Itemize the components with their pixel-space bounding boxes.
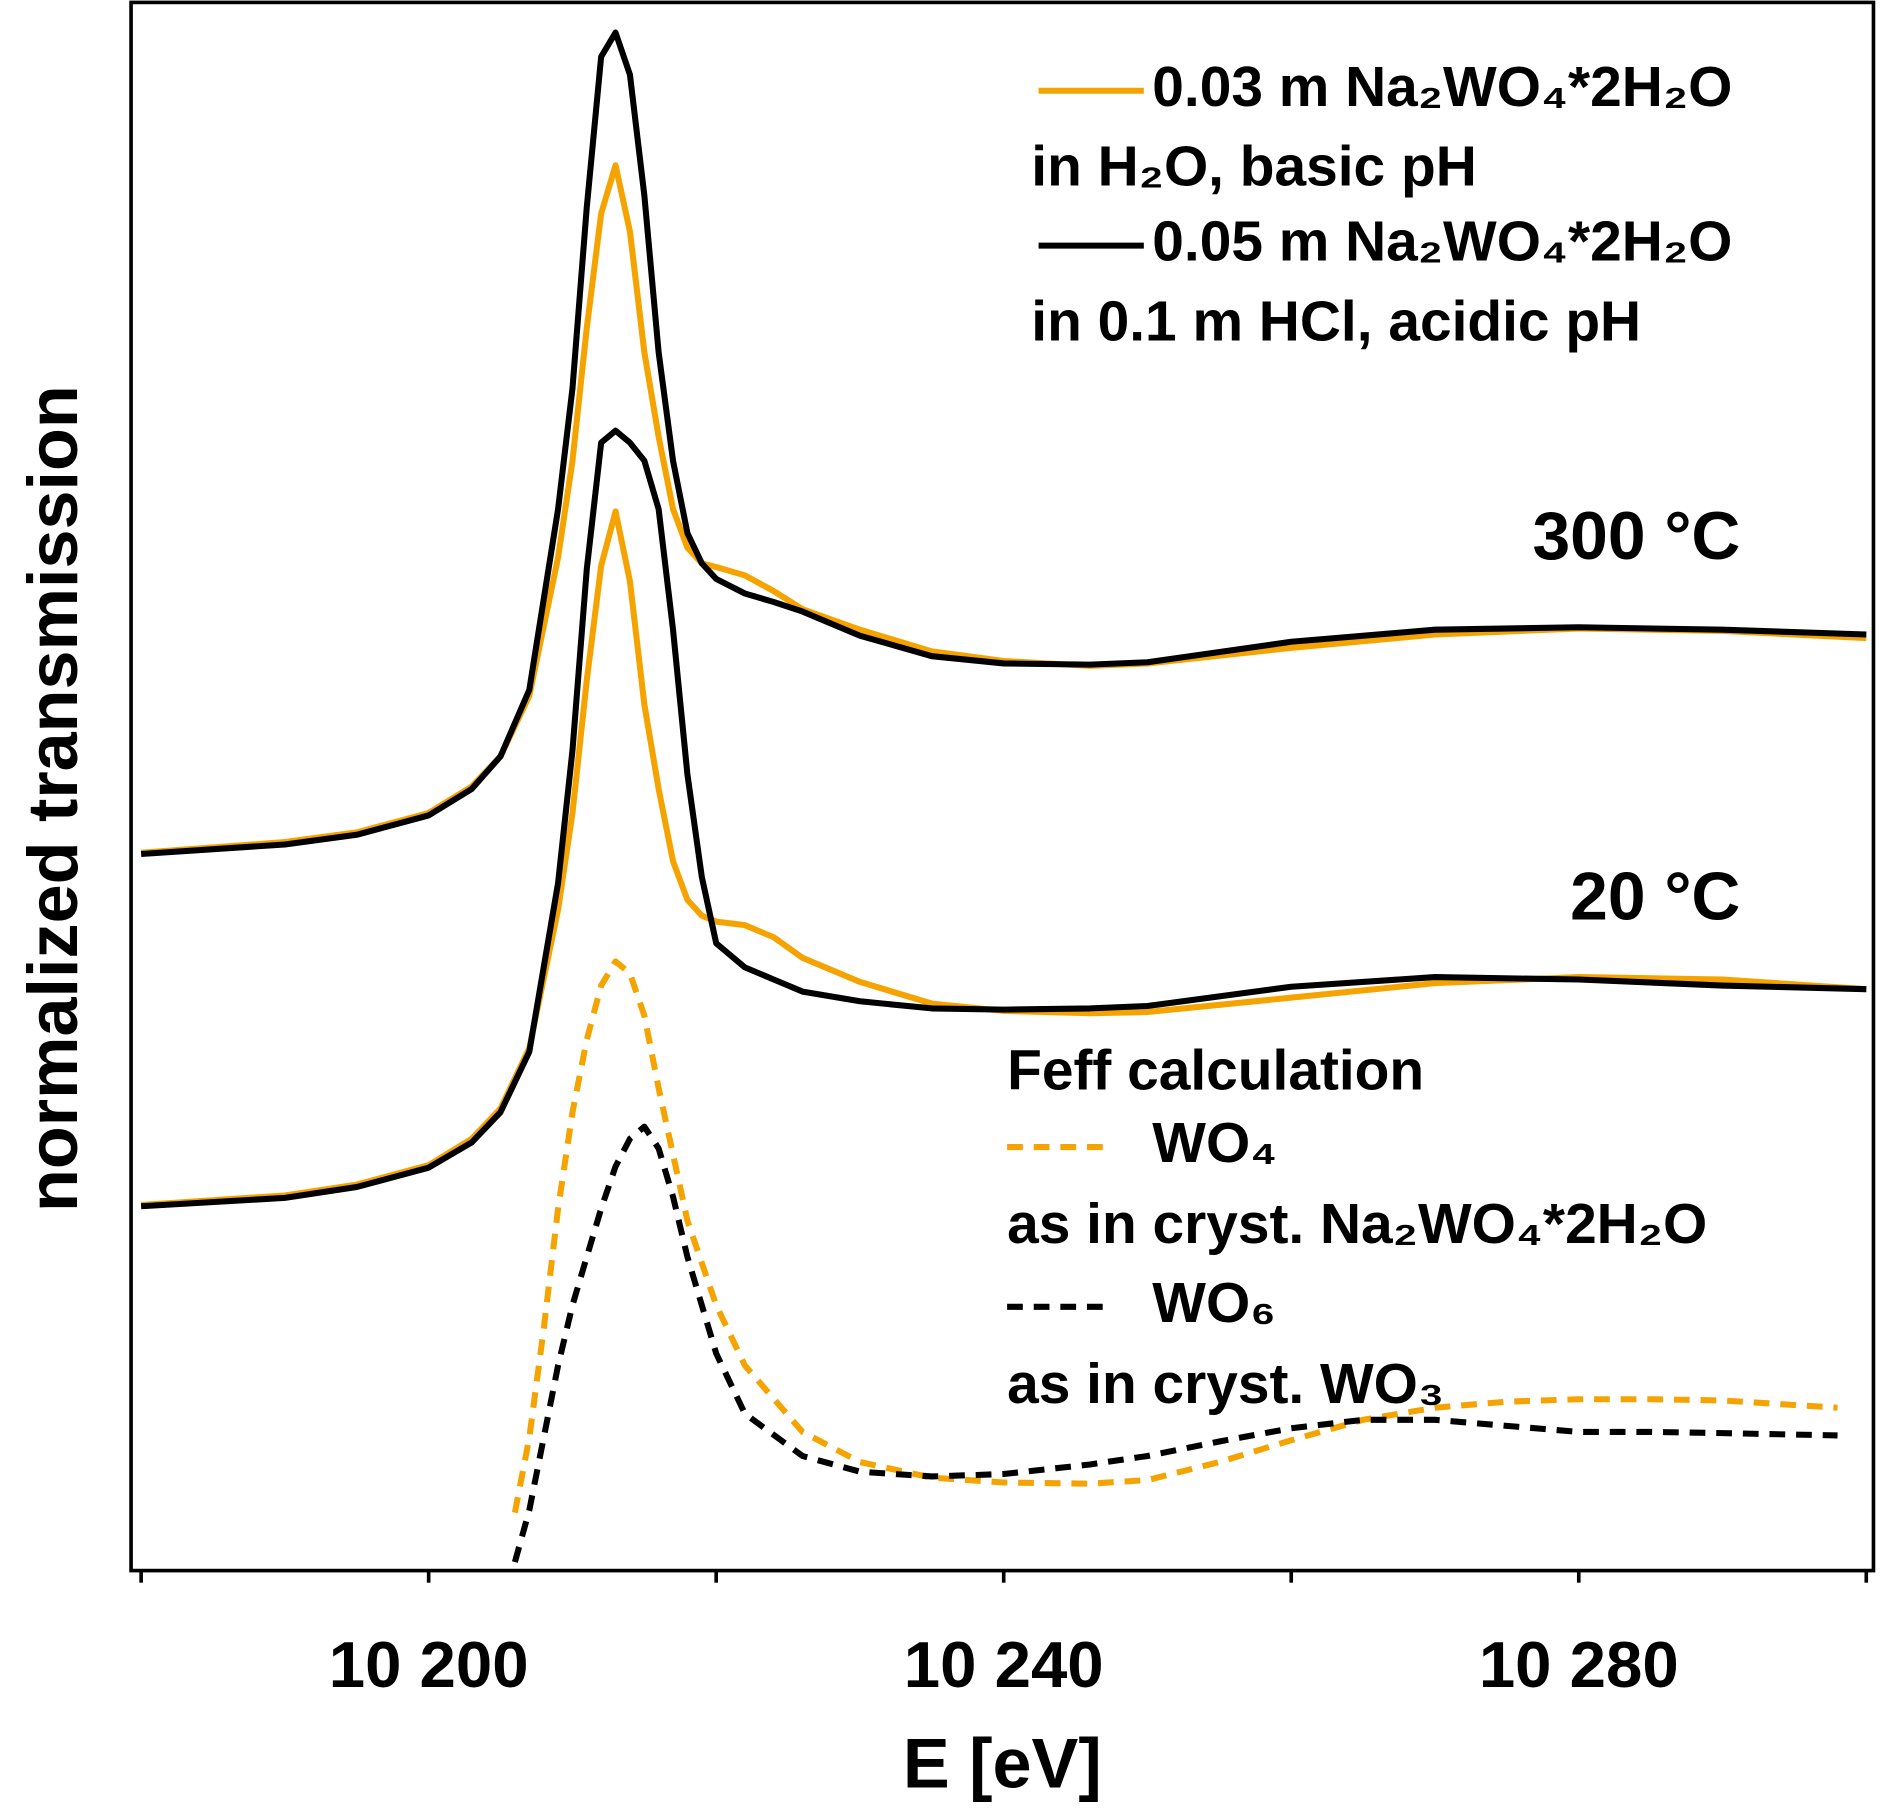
x-tick-label: 10 200 bbox=[329, 1628, 529, 1701]
legend-label: 0.03 m Na₂WO₄*2H₂O bbox=[1152, 56, 1732, 119]
y-axis-label: normalized transmission bbox=[13, 385, 92, 1212]
x-axis-label: E [eV] bbox=[903, 1724, 1102, 1803]
line bbox=[140, 508, 1867, 1209]
legend-note: in 0.1 m HCl, acidic pH bbox=[1031, 291, 1641, 354]
line bbox=[140, 427, 1867, 1210]
legend-label: WO₄ bbox=[1152, 1112, 1277, 1175]
annotation: 20 °C bbox=[1570, 859, 1740, 934]
legend-note: in H₂O, basic pH bbox=[1031, 136, 1476, 199]
legend-note: as in cryst. WO₃ bbox=[1007, 1353, 1444, 1416]
legend-label: 0.05 m Na₂WO₄*2H₂O bbox=[1152, 211, 1732, 274]
legend-title: Feff calculation bbox=[1007, 1039, 1424, 1102]
legend-note: as in cryst. Na₂WO₄*2H₂O bbox=[1007, 1193, 1707, 1256]
x-tick-label: 10 240 bbox=[904, 1628, 1104, 1701]
line bbox=[140, 29, 1867, 858]
legend-label: WO₆ bbox=[1152, 1272, 1276, 1335]
x-tick-label: 10 280 bbox=[1479, 1628, 1679, 1701]
dashed-line bbox=[511, 958, 1838, 1514]
annotation: 300 °C bbox=[1532, 499, 1740, 574]
dashed-line bbox=[511, 1123, 1838, 1563]
